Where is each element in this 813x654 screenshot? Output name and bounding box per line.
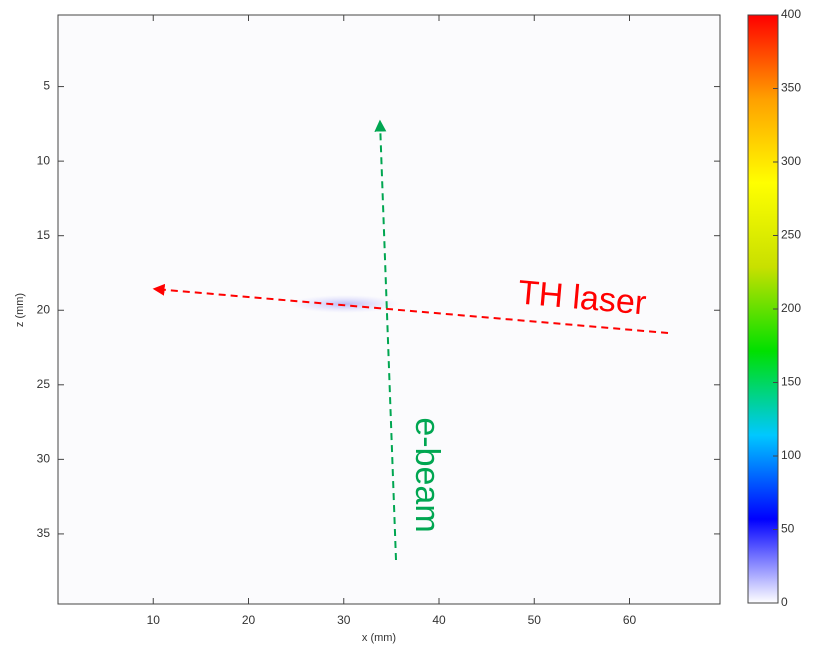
colorbar-tick-label: 100 bbox=[781, 448, 801, 462]
colorbar-tick-label: 250 bbox=[781, 228, 801, 242]
y-tick-label: 25 bbox=[37, 377, 51, 391]
y-tick-label: 5 bbox=[43, 79, 50, 93]
x-tick-label: 40 bbox=[432, 613, 446, 627]
colorbar-tick-label: 150 bbox=[781, 375, 801, 389]
colorbar-tick-label: 400 bbox=[781, 7, 801, 21]
y-tick-label: 20 bbox=[37, 302, 51, 316]
x-axis-label: x (mm) bbox=[362, 632, 396, 644]
colorbar-tick-label: 0 bbox=[781, 595, 788, 609]
annotation: e-beam bbox=[408, 417, 446, 532]
y-tick-label: 10 bbox=[37, 153, 51, 167]
colorbar-tick-label: 50 bbox=[781, 522, 795, 536]
x-tick-label: 20 bbox=[242, 613, 256, 627]
colorbar-tick-label: 350 bbox=[781, 81, 801, 95]
y-tick-label: 30 bbox=[37, 452, 51, 466]
colorbar-tick-label: 200 bbox=[781, 301, 801, 315]
y-tick-label: 15 bbox=[37, 228, 51, 242]
y-axis-label: z (mm) bbox=[14, 293, 26, 327]
signal-spot bbox=[290, 295, 400, 313]
y-tick-label: 35 bbox=[37, 526, 51, 540]
colorbar-tick-label: 300 bbox=[781, 154, 801, 168]
x-tick-label: 50 bbox=[528, 613, 542, 627]
x-tick-label: 30 bbox=[337, 613, 351, 627]
x-tick-label: 60 bbox=[623, 613, 637, 627]
x-tick-label: 10 bbox=[147, 613, 161, 627]
chart: TH laser e-beam x (mm) z (mm) 1020304050… bbox=[0, 0, 813, 649]
